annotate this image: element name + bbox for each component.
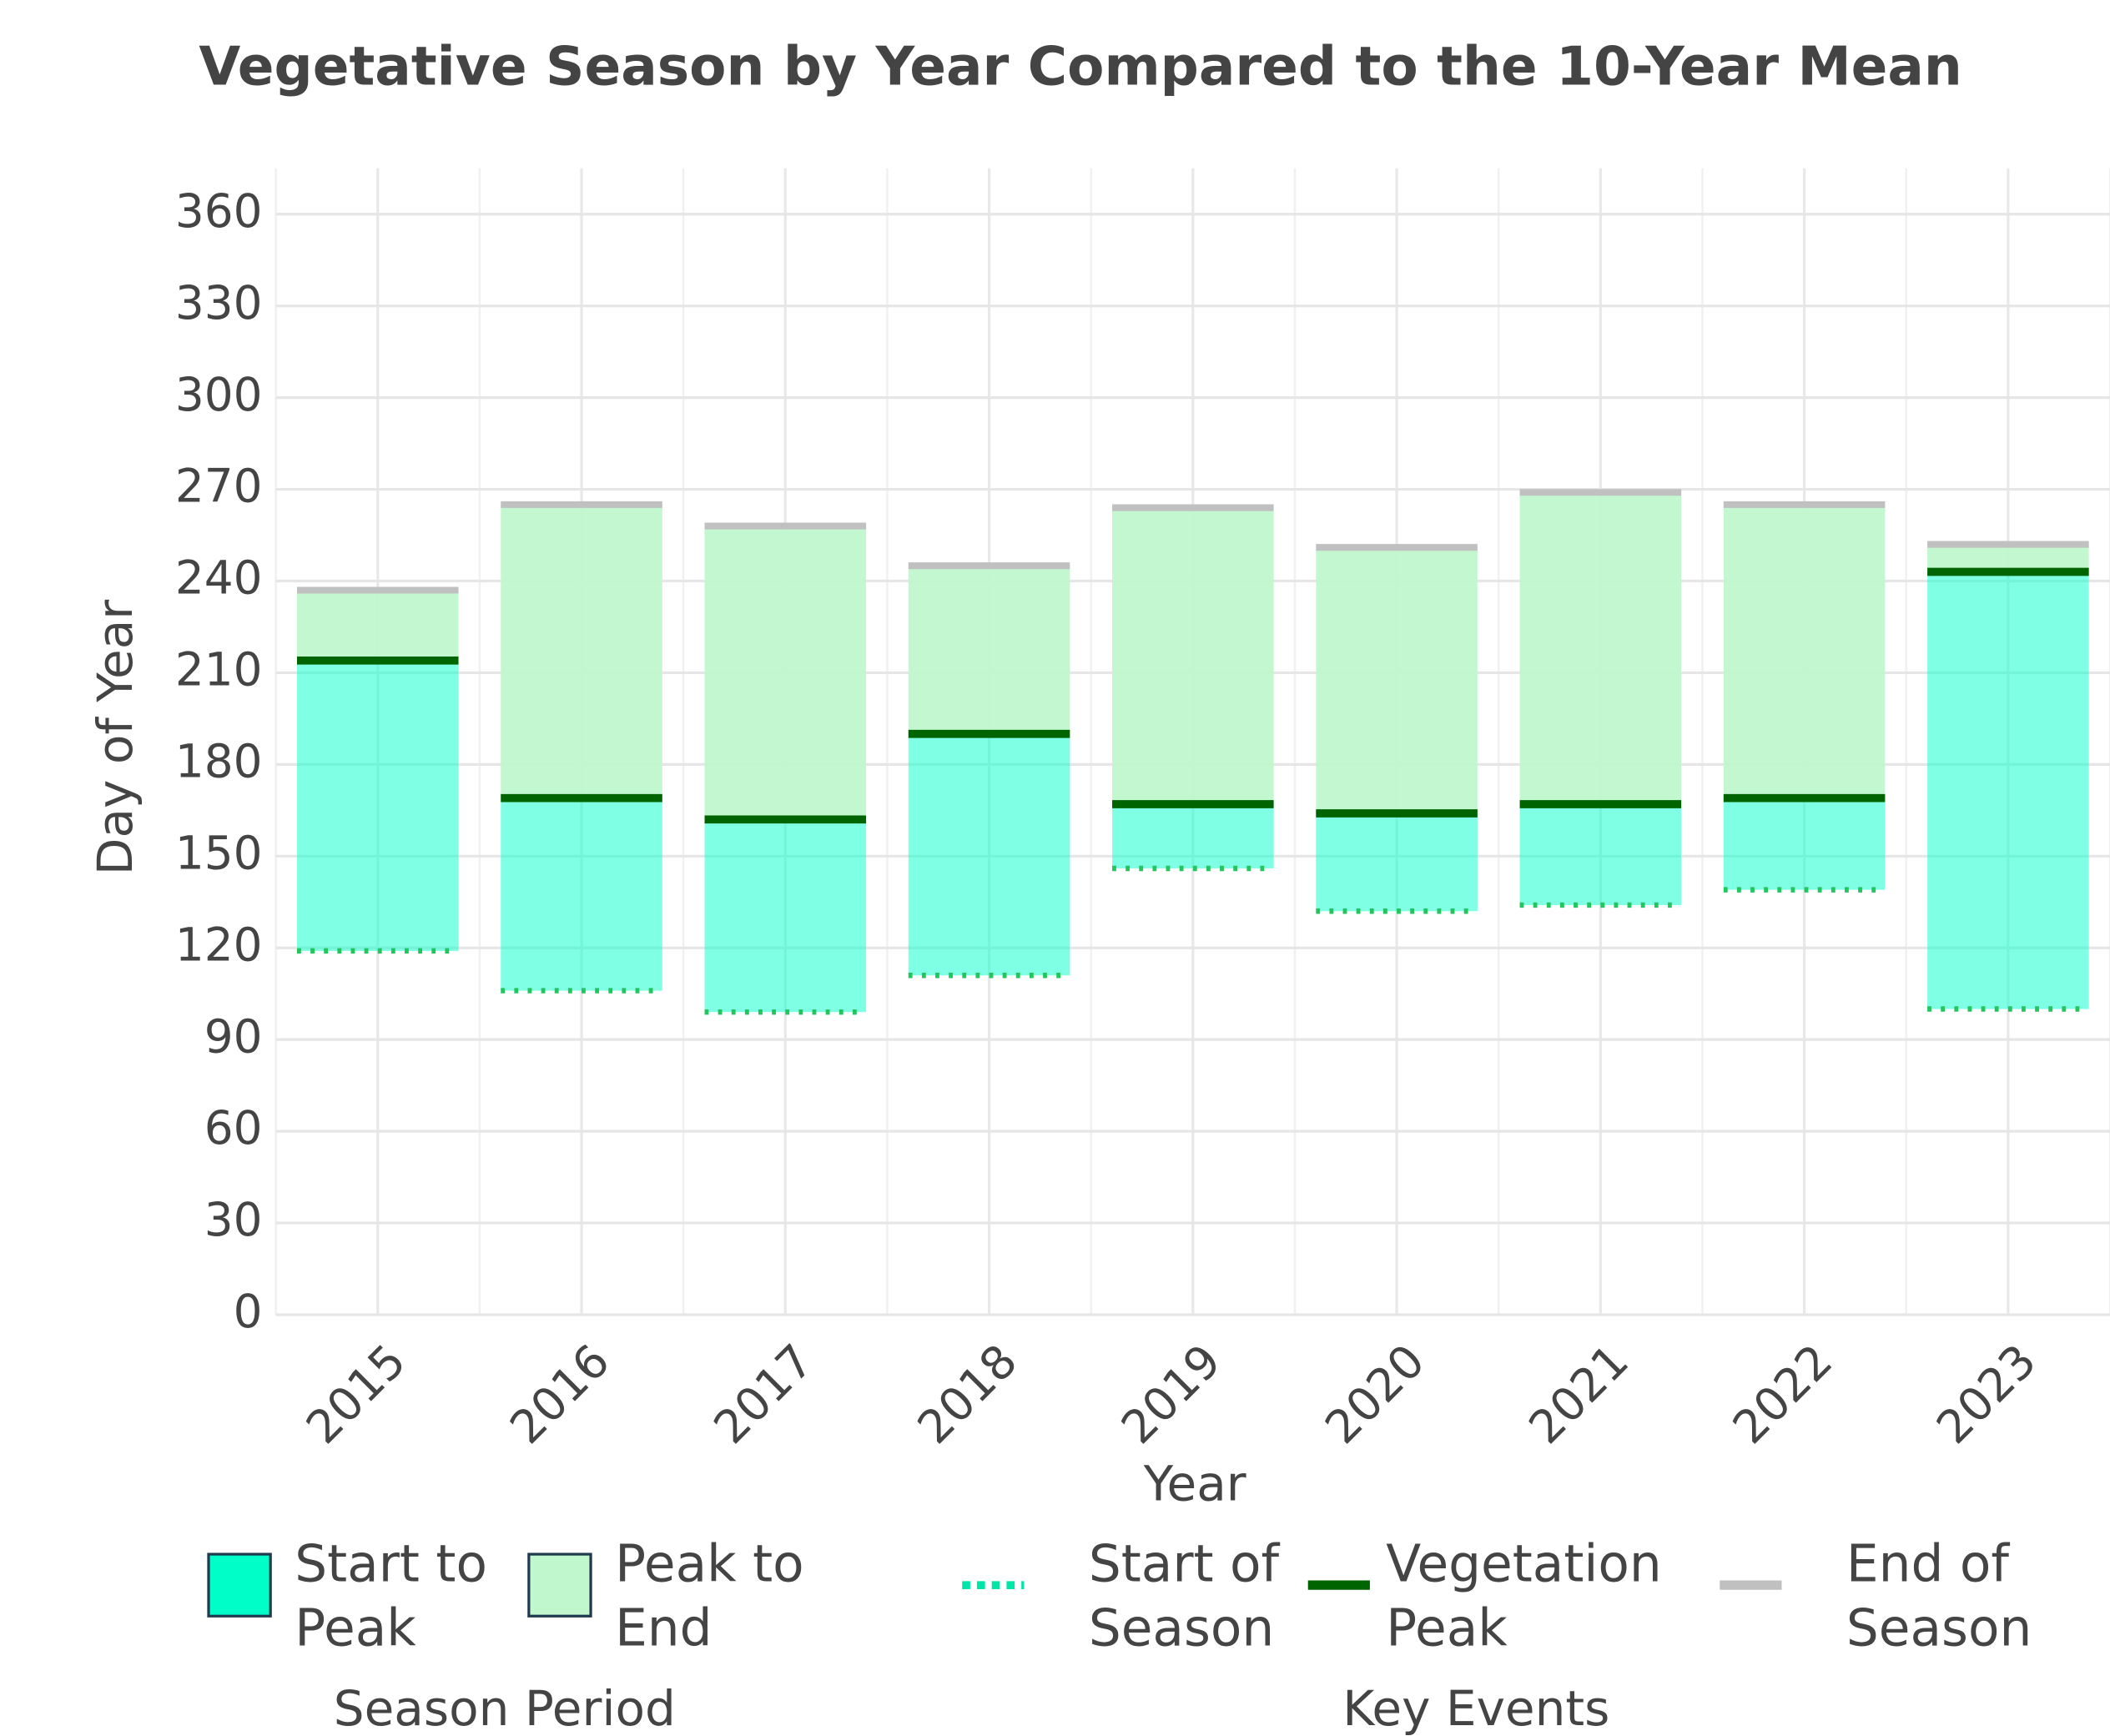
y-tick-label: 180 bbox=[175, 735, 263, 788]
chart-title: Vegetative Season by Year Compared to th… bbox=[199, 36, 1961, 98]
bar-peak-to-end bbox=[1112, 507, 1274, 805]
x-axis-title: Year bbox=[1143, 1456, 1246, 1512]
legend-label-text: Peak to End bbox=[615, 1533, 804, 1658]
y-tick-label: 150 bbox=[175, 826, 263, 879]
y-tick-label: 90 bbox=[204, 1009, 263, 1063]
y-tick-label: 330 bbox=[175, 276, 263, 330]
legend-label: Start to Peak bbox=[295, 1533, 487, 1658]
x-tick-label: 2020 bbox=[1315, 1334, 1435, 1454]
y-tick-label: 0 bbox=[234, 1285, 263, 1338]
legend-title: Season Period bbox=[334, 1680, 676, 1736]
legend-swatch bbox=[527, 1552, 592, 1618]
legend-label-text: Vegetation Peak bbox=[1386, 1533, 1662, 1658]
legend-label: End of Season bbox=[1846, 1533, 2032, 1658]
y-tick-label: 210 bbox=[175, 643, 263, 697]
x-tick-label: 2023 bbox=[1926, 1334, 2047, 1454]
legend-swatch bbox=[207, 1552, 272, 1618]
bar-start-to-peak bbox=[704, 819, 867, 1013]
bar-start-to-peak bbox=[908, 733, 1070, 976]
x-tick-label: 2021 bbox=[1518, 1334, 1639, 1454]
bar-peak-to-end bbox=[1316, 547, 1478, 814]
y-tick-label: 360 bbox=[175, 184, 263, 238]
bar-peak-to-end bbox=[1519, 492, 1682, 805]
bar-start-to-peak bbox=[1112, 804, 1274, 868]
legend-label-text: Start to Peak bbox=[295, 1533, 487, 1658]
bar-peak-to-end bbox=[704, 526, 867, 820]
y-tick-label: 270 bbox=[175, 460, 263, 513]
bar-start-to-peak bbox=[501, 798, 662, 991]
x-tick-label: 2019 bbox=[1111, 1334, 1231, 1454]
x-tick-label: 2022 bbox=[1722, 1334, 1842, 1454]
legend-label: Peak to End bbox=[615, 1533, 804, 1658]
bar-start-to-peak bbox=[1723, 798, 1886, 890]
bar-start-to-peak bbox=[1316, 813, 1478, 912]
y-tick-label: 60 bbox=[204, 1101, 263, 1155]
y-tick-label: 120 bbox=[175, 918, 263, 971]
bar-peak-to-end bbox=[908, 566, 1070, 734]
bar-peak-to-end bbox=[501, 504, 662, 798]
legend-label-text: End of Season bbox=[1846, 1533, 2032, 1658]
legend-label: Vegetation Peak bbox=[1386, 1533, 1662, 1658]
x-tick-label: 2017 bbox=[703, 1334, 823, 1454]
y-tick-label: 300 bbox=[175, 368, 263, 421]
legend-label: Start of Season bbox=[1088, 1533, 1280, 1658]
x-tick-label: 2016 bbox=[500, 1334, 620, 1454]
bar-peak-to-end bbox=[1723, 504, 1886, 798]
bar-peak-to-end bbox=[296, 590, 459, 661]
bar-start-to-peak bbox=[1519, 804, 1682, 905]
y-axis-title: Day of Year bbox=[87, 600, 144, 876]
y-tick-label: 240 bbox=[175, 551, 263, 605]
bar-start-to-peak bbox=[1927, 571, 2089, 1009]
legend: Start to Peak Peak to End Start of Season V… bbox=[207, 1533, 2032, 1736]
bar-peak-to-end bbox=[1927, 544, 2089, 572]
legend-label-text: Start of Season bbox=[1088, 1533, 1280, 1658]
x-tick-label: 2015 bbox=[296, 1334, 416, 1454]
x-tick-label: 2018 bbox=[907, 1334, 1027, 1454]
legend-title: Key Events bbox=[1342, 1680, 1609, 1736]
y-tick-label: 30 bbox=[204, 1193, 263, 1246]
bar-start-to-peak bbox=[296, 660, 459, 951]
